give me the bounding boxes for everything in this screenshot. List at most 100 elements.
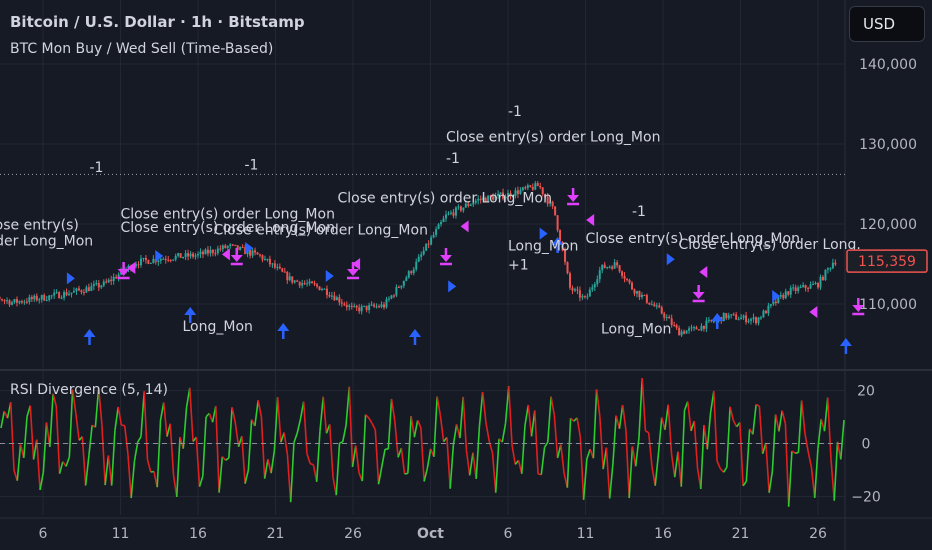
candle-body bbox=[437, 224, 440, 230]
trade-annotation-label: -1 bbox=[245, 158, 259, 174]
rsi-segment bbox=[81, 436, 87, 486]
rsi-segment bbox=[374, 429, 380, 485]
rsi-segment bbox=[244, 469, 250, 484]
rsi-segment bbox=[726, 406, 731, 468]
candle-body bbox=[139, 258, 142, 266]
candle-body bbox=[608, 266, 611, 268]
candle-body bbox=[697, 329, 700, 331]
candle-body bbox=[330, 295, 333, 297]
candle-body bbox=[229, 244, 232, 247]
candle-body bbox=[526, 185, 529, 189]
candle-body bbox=[710, 319, 713, 322]
candle-body bbox=[363, 305, 366, 307]
rsi-segment bbox=[97, 387, 103, 425]
candle-body bbox=[655, 305, 658, 307]
candle-body bbox=[571, 287, 574, 291]
rsi-segment bbox=[260, 416, 266, 479]
candle-body bbox=[492, 196, 495, 200]
rsi-segment bbox=[182, 407, 188, 449]
candle-body bbox=[172, 259, 175, 261]
exit-triangle bbox=[809, 306, 818, 318]
candle-body bbox=[164, 258, 167, 260]
candle-body bbox=[159, 259, 162, 261]
candle-body bbox=[102, 281, 105, 286]
candle-body bbox=[365, 305, 368, 311]
rsi-series bbox=[0, 377, 845, 507]
rsi-segment bbox=[198, 475, 204, 487]
candle-body bbox=[244, 247, 247, 255]
rsi-segment bbox=[810, 467, 816, 499]
candle-body bbox=[206, 249, 209, 254]
candle-body bbox=[474, 200, 477, 203]
rsi-segment bbox=[680, 410, 686, 487]
candle-body bbox=[831, 262, 834, 269]
rsi-segment bbox=[524, 404, 530, 426]
rsi-segment bbox=[39, 472, 45, 491]
candle-body bbox=[378, 306, 381, 308]
candle-body bbox=[606, 267, 609, 269]
buy-arrow-head bbox=[184, 307, 197, 315]
exit-triangle bbox=[460, 220, 469, 233]
rsi-segment bbox=[651, 466, 657, 486]
candle-body bbox=[77, 288, 80, 291]
rsi-segment bbox=[9, 402, 15, 471]
candle-body bbox=[598, 270, 601, 280]
trade-annotation-label: Close entry(s) order Long_Mon bbox=[121, 206, 335, 222]
candle-body bbox=[653, 304, 656, 307]
rsi-segment bbox=[322, 396, 328, 434]
time-axis-tick: 16 bbox=[654, 526, 672, 542]
candle-body bbox=[162, 258, 165, 260]
rsi-segment bbox=[345, 386, 351, 426]
rsi-segment bbox=[241, 436, 246, 484]
rsi-segment bbox=[706, 412, 712, 450]
candle-body bbox=[457, 206, 460, 208]
candle-body bbox=[110, 279, 113, 282]
candle-body bbox=[680, 331, 683, 336]
candle-body bbox=[440, 221, 443, 225]
rsi-segment bbox=[75, 413, 80, 441]
current-price-tag bbox=[846, 249, 928, 273]
candle-body bbox=[663, 313, 666, 318]
rsi-segment bbox=[354, 445, 360, 473]
candle-body bbox=[48, 295, 51, 300]
trade-annotation-label: Close entry(s) order Long_Mon bbox=[446, 130, 660, 146]
candle-body bbox=[115, 276, 118, 279]
candle-body bbox=[445, 214, 447, 219]
rsi-segment bbox=[413, 420, 419, 438]
candle-body bbox=[105, 281, 108, 283]
candle-body bbox=[472, 202, 475, 205]
candle-body bbox=[544, 194, 547, 197]
candle-body bbox=[313, 283, 316, 285]
rsi-segment bbox=[416, 420, 422, 428]
exit-triangle bbox=[586, 214, 595, 226]
currency-selector-button[interactable]: USD bbox=[849, 6, 925, 42]
rsi-segment bbox=[156, 420, 162, 488]
rsi-segment bbox=[699, 424, 705, 490]
candle-body bbox=[482, 197, 485, 200]
candle-body bbox=[231, 244, 234, 246]
rsi-segment bbox=[599, 416, 604, 470]
candle-body bbox=[735, 314, 738, 320]
candle-body bbox=[569, 273, 571, 288]
exit-triangle bbox=[127, 262, 136, 274]
rsi-segment bbox=[586, 448, 591, 460]
candle-body bbox=[355, 306, 358, 308]
rsi-segment bbox=[784, 423, 790, 507]
candle-body bbox=[621, 271, 624, 276]
candle-body bbox=[11, 302, 13, 305]
candle-body bbox=[834, 262, 837, 265]
candle-body bbox=[254, 250, 257, 253]
candle-body bbox=[75, 288, 78, 292]
rsi-segment bbox=[494, 438, 500, 493]
candle-body bbox=[685, 330, 688, 334]
candle-body bbox=[375, 306, 378, 308]
candle-body bbox=[373, 304, 376, 307]
rsi-segment bbox=[117, 406, 123, 426]
rsi-segment bbox=[22, 416, 28, 459]
rsi-segment bbox=[159, 402, 165, 421]
candle-body bbox=[425, 243, 428, 251]
candle-body bbox=[142, 257, 145, 259]
sell-arrow-marker bbox=[692, 285, 705, 303]
rsi-segment bbox=[381, 448, 386, 467]
